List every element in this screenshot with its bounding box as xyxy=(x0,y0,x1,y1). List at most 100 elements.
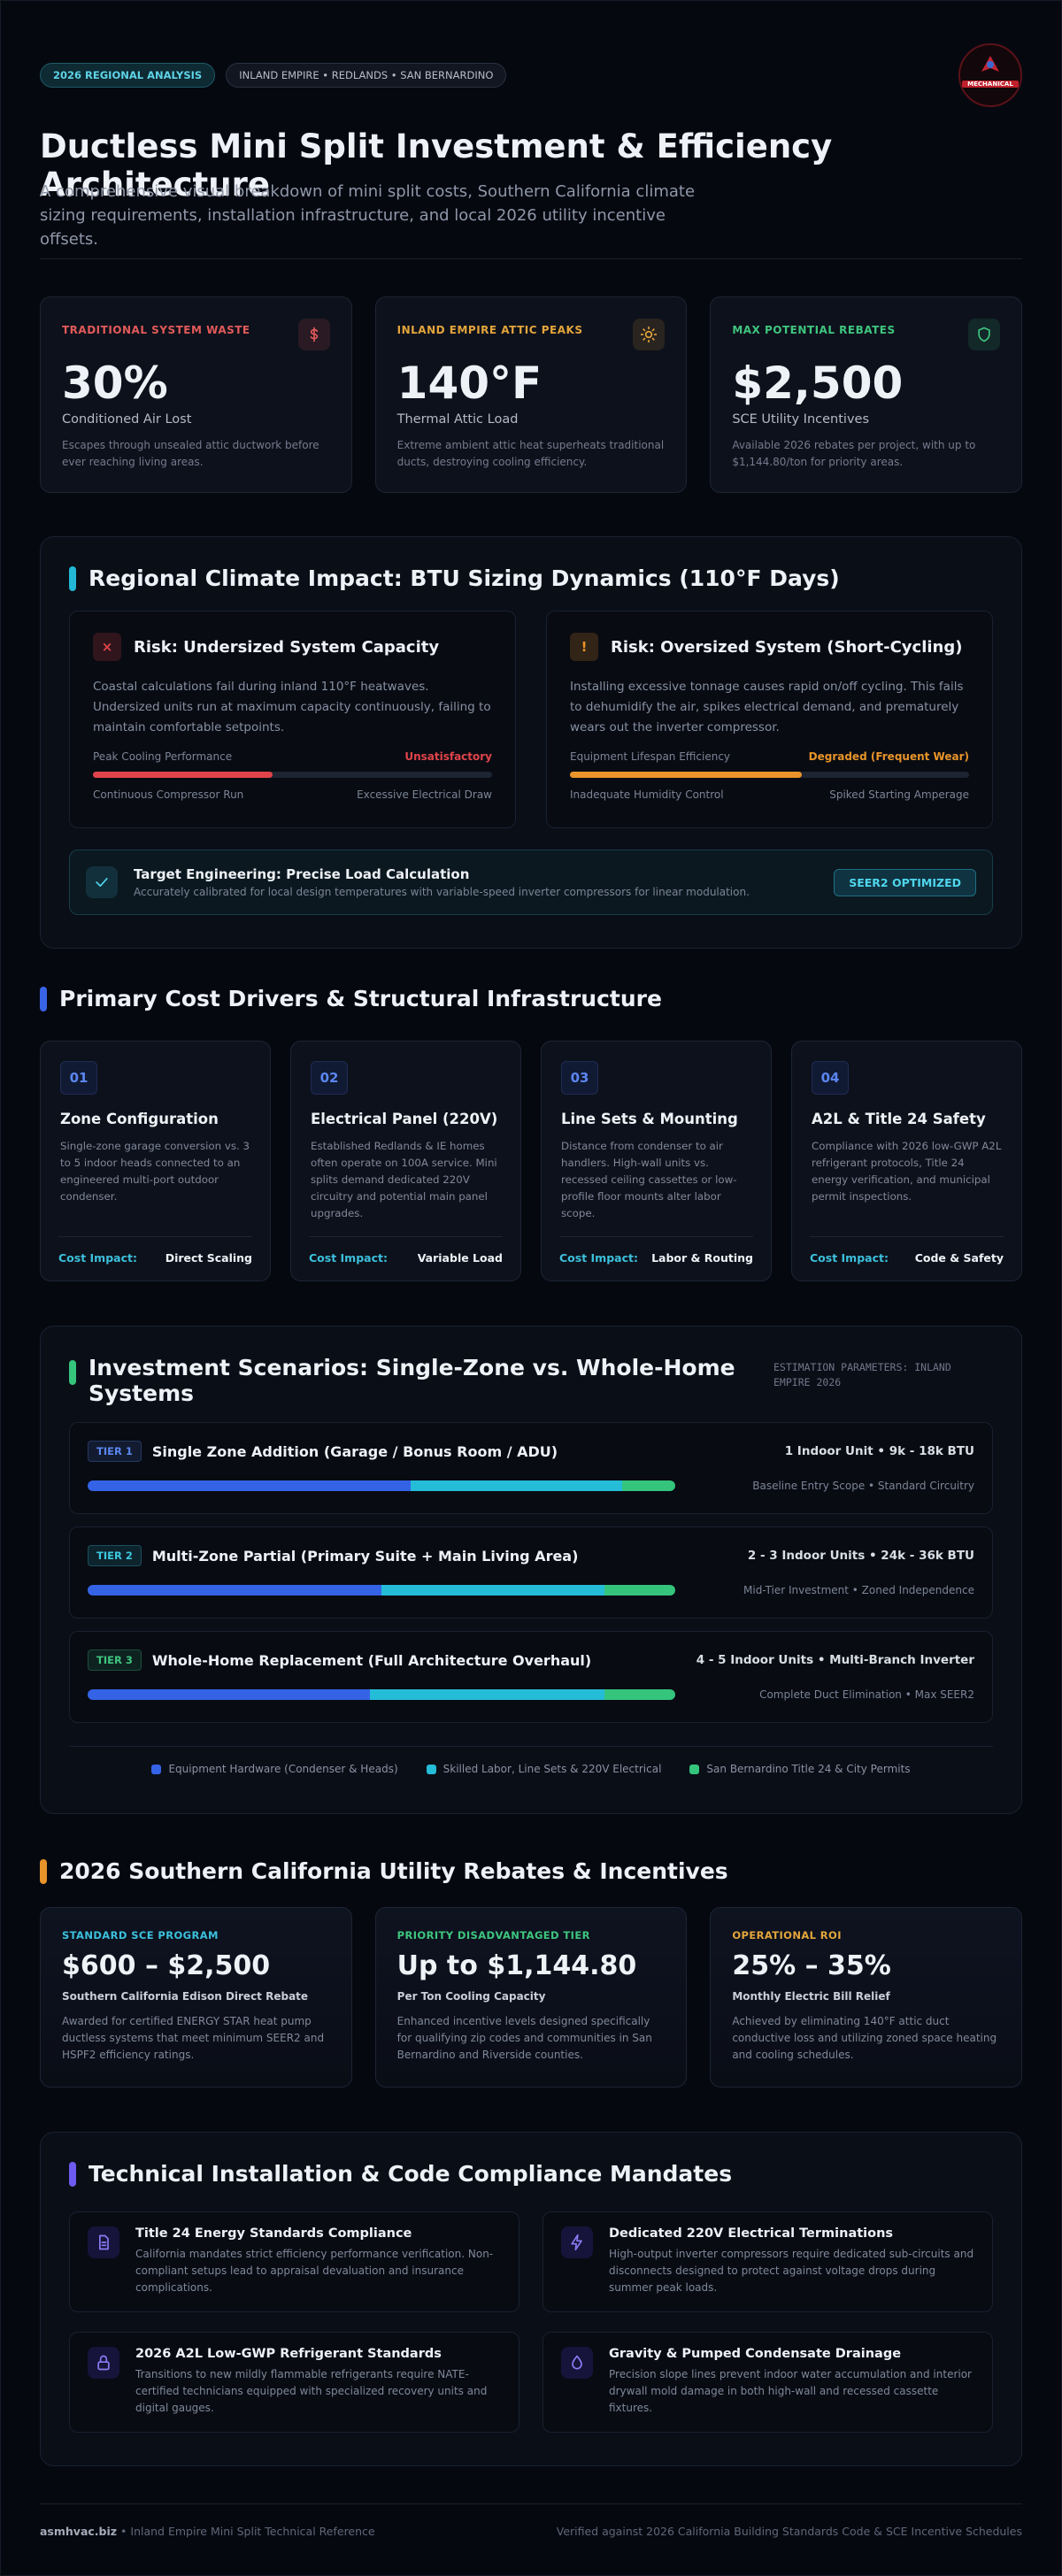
bar-segment xyxy=(369,1689,605,1700)
icon-glyph xyxy=(641,326,658,343)
stacked-bar xyxy=(88,1480,675,1491)
impact-label: Cost Impact: xyxy=(309,1251,388,1265)
tier-scope: Mid-Tier Investment • Zoned Independence xyxy=(743,1584,974,1596)
meter-status: Unsatisfactory xyxy=(404,750,492,763)
stat-caption: Thermal Attic Load xyxy=(396,412,519,427)
logo[interactable]: MECHANICAL xyxy=(958,43,1022,107)
stat-description: Extreme ambient attic heat superheats tr… xyxy=(396,439,665,468)
tech-title: Title 24 Energy Standards Compliance xyxy=(135,2226,412,2241)
meter-fill xyxy=(570,772,802,778)
technical-section: Technical Installation & Code Compliance… xyxy=(40,2132,1022,2466)
cost-cards: 01 Zone Configuration Single-zone garage c… xyxy=(40,1041,1022,1281)
legend-swatch xyxy=(151,1764,162,1774)
heading-text: Primary Cost Drivers & Structural Infras… xyxy=(59,986,662,1011)
stat-card: INLAND EMPIRE ATTIC PEAKS 140°F Thermal At… xyxy=(374,296,688,493)
cost-card: 01 Zone Configuration Single-zone garage c… xyxy=(40,1041,271,1281)
bar-segment xyxy=(88,1689,370,1700)
target-badge: SEER2 OPTIMIZED xyxy=(834,868,976,896)
tech-icon xyxy=(561,2226,593,2258)
impact-value: Code & Safety xyxy=(914,1251,1004,1265)
legend-text: San Bernardino Title 24 & City Permits xyxy=(706,1763,911,1775)
badges: 2026 REGIONAL ANALYSIS INLAND EMPIRE • R… xyxy=(40,63,1022,88)
bar-segment xyxy=(604,1689,675,1700)
stat-caption: Conditioned Air Lost xyxy=(62,412,192,427)
tech-title: Dedicated 220V Electrical Terminations xyxy=(609,2226,894,2241)
impact-label: Cost Impact: xyxy=(810,1251,889,1265)
rebate-card: STANDARD SCE PROGRAM $600 – $2,500 Souther… xyxy=(40,1907,352,2088)
reference: • Inland Empire Mini Split Technical Ref… xyxy=(120,2525,375,2538)
risk-card: ! Risk: Oversized System (Short-Cycling) I… xyxy=(546,611,993,828)
cost-card: 03 Line Sets & Mounting Distance from cond… xyxy=(541,1041,772,1281)
heading-bar xyxy=(69,565,76,591)
target-text: Target Engineering: Precise Load Calcula… xyxy=(134,866,818,898)
note: Continuous Compressor Run xyxy=(93,788,244,801)
meter-track xyxy=(93,772,492,778)
tech-text: Title 24 Energy Standards Compliance Cali… xyxy=(135,2226,501,2297)
cost-title: Electrical Panel (220V) xyxy=(311,1111,498,1127)
icon-glyph xyxy=(97,2355,110,2371)
cost-title: Line Sets & Mounting xyxy=(561,1111,738,1127)
bar-segment xyxy=(411,1480,623,1491)
section-heading: Primary Cost Drivers & Structural Infras… xyxy=(40,986,1022,1011)
tech-icon xyxy=(561,2347,593,2379)
bar-segment xyxy=(604,1585,675,1596)
risk-description: Coastal calculations fail during inland … xyxy=(93,680,491,734)
stat-value: $2,500 xyxy=(732,358,904,409)
heading-text: 2026 Southern California Utility Rebates… xyxy=(59,1858,728,1884)
tech-description: High-output inverter compressors require… xyxy=(609,2248,974,2294)
meter-track xyxy=(570,772,969,778)
meter-notes: Continuous Compressor Run Excessive Elect… xyxy=(93,788,492,801)
meter-status: Degraded (Frequent Wear) xyxy=(808,750,969,763)
bar-segment xyxy=(381,1585,605,1596)
risk-card: × Risk: Undersized System Capacity Coastal… xyxy=(69,611,516,828)
cost-number: 04 xyxy=(812,1061,849,1095)
tier-row: TIER 3 Whole-Home Replacement (Full Archi… xyxy=(69,1631,993,1723)
site[interactable]: asmhvac.biz xyxy=(40,2525,118,2538)
footer-left: asmhvac.biz • Inland Empire Mini Split T… xyxy=(40,2525,375,2538)
tech-icon xyxy=(88,2226,119,2258)
heading-bar xyxy=(69,1360,76,1385)
tier-foot: Mid-Tier Investment • Zoned Independence xyxy=(88,1584,974,1596)
meter-head: Peak Cooling Performance Unsatisfactory xyxy=(93,750,492,763)
tier-units: 4 - 5 Indoor Units • Multi-Branch Invert… xyxy=(696,1653,974,1667)
risk-head: × Risk: Undersized System Capacity xyxy=(93,633,492,661)
stat-value: 140°F xyxy=(396,358,543,409)
cost-number: 02 xyxy=(311,1061,348,1095)
risk-head: ! Risk: Oversized System (Short-Cycling) xyxy=(570,633,969,661)
stacked-bar xyxy=(88,1689,675,1700)
cost-card: 02 Electrical Panel (220V) Established Red… xyxy=(290,1041,521,1281)
legend: Equipment Hardware (Condenser & Heads) Sk… xyxy=(69,1746,993,1775)
badge: INLAND EMPIRE • REDLANDS • SAN BERNARDIN… xyxy=(226,63,507,88)
cost-title: Zone Configuration xyxy=(60,1111,219,1127)
tier-head: TIER 2 Multi-Zone Partial (Primary Suite … xyxy=(88,1545,974,1566)
meter-label: Peak Cooling Performance xyxy=(93,750,233,763)
legend-item: Skilled Labor, Line Sets & 220V Electric… xyxy=(426,1763,661,1775)
icon-glyph xyxy=(572,2355,582,2370)
rebate-label: PRIORITY DISADVANTAGED TIER xyxy=(396,1929,590,1942)
rebate-subtitle: Per Ton Cooling Capacity xyxy=(396,1990,546,2003)
cost-title: A2L & Title 24 Safety xyxy=(812,1111,986,1127)
tech-text: Dedicated 220V Electrical Terminations Hi… xyxy=(609,2226,974,2297)
meter-fill xyxy=(93,772,273,778)
impact-value: Variable Load xyxy=(417,1251,503,1265)
note: Spiked Starting Amperage xyxy=(829,788,969,801)
logo-mark xyxy=(981,56,999,72)
cost-description: Distance from condenser to air handlers.… xyxy=(561,1140,737,1219)
tech-item: 2026 A2L Low-GWP Refrigerant Standards Tr… xyxy=(69,2332,519,2433)
target-description: Accurately calibrated for local design t… xyxy=(134,886,750,898)
stat-icon xyxy=(967,319,1000,350)
cost-number: 01 xyxy=(60,1061,97,1095)
badge: 2026 REGIONAL ANALYSIS xyxy=(40,63,216,88)
title: Ductless Mini Split Investment & Efficie… xyxy=(40,127,833,204)
tier-badge: TIER 1 xyxy=(88,1441,142,1462)
cost-number: 03 xyxy=(561,1061,598,1095)
tier-units: 2 - 3 Indoor Units • 24k - 36k BTU xyxy=(747,1549,974,1563)
risk-icon: ! xyxy=(570,633,598,661)
tech-grid: Title 24 Energy Standards Compliance Cali… xyxy=(69,2211,993,2433)
stat-card: TRADITIONAL SYSTEM WASTE 30% Conditioned A… xyxy=(40,296,352,493)
stat-description: Available 2026 rebates per project, with… xyxy=(732,439,976,468)
tech-item: Gravity & Pumped Condensate Drainage Prec… xyxy=(543,2332,993,2433)
tier-units: 1 Indoor Unit • 9k - 18k BTU xyxy=(784,1444,974,1458)
tier-title: Multi-Zone Partial (Primary Suite + Main… xyxy=(151,1547,579,1565)
